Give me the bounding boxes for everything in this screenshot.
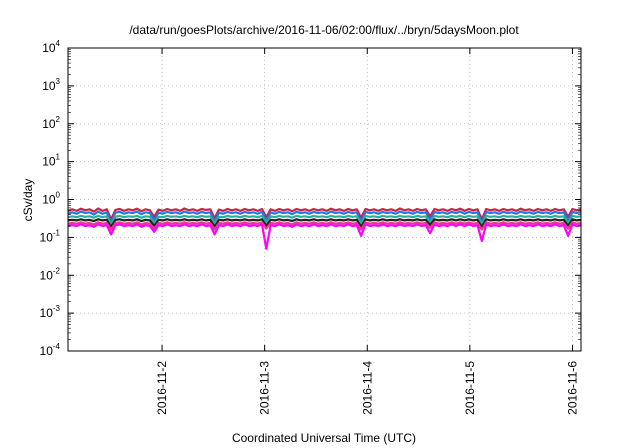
x-tick-label: 2016-11-2 <box>155 361 169 415</box>
x-axis-label: Coordinated Universal Time (UTC) <box>232 431 416 445</box>
y-tick-exponent: -4 <box>53 342 61 351</box>
y-tick-base: 10 <box>42 41 56 55</box>
grid <box>68 48 581 351</box>
y-tick-exponent: -3 <box>53 304 61 313</box>
y-tick-base: 10 <box>40 230 54 244</box>
y-tick-label: 103 <box>42 77 60 93</box>
y-tick-label: 104 <box>42 39 60 55</box>
y-tick-base: 10 <box>40 306 54 320</box>
y-tick-exponent: 4 <box>56 39 61 48</box>
y-tick-exponent: 2 <box>56 115 61 124</box>
y-tick-label: 100 <box>42 191 60 207</box>
y-tick-exponent: -2 <box>53 266 61 275</box>
y-tick-base: 10 <box>40 344 54 358</box>
y-tick-label: 10-1 <box>40 228 61 244</box>
y-tick-label: 10-3 <box>40 304 61 320</box>
x-tick-label: 2016-11-4 <box>360 361 374 415</box>
y-tick-label: 10-2 <box>40 266 61 282</box>
ticks: 10410310210110010-110-210-310-42016-11-2… <box>40 39 581 415</box>
y-tick-base: 10 <box>42 117 56 131</box>
y-tick-label: 101 <box>42 153 60 169</box>
y-tick-exponent: 0 <box>56 191 61 200</box>
y-tick-base: 10 <box>42 155 56 169</box>
x-tick-label: 2016-11-6 <box>565 361 579 415</box>
series-line <box>67 210 582 225</box>
series-line <box>67 207 582 221</box>
y-tick-base: 10 <box>42 79 56 93</box>
x-tick-label: 2016-11-5 <box>463 361 477 415</box>
y-axis-label: cSv/day <box>21 179 35 222</box>
y-tick-exponent: -1 <box>53 228 61 237</box>
y-tick-exponent: 1 <box>56 153 61 162</box>
series-line <box>67 214 582 226</box>
y-tick-base: 10 <box>40 268 54 282</box>
y-tick-base: 10 <box>42 193 56 207</box>
y-tick-label: 10-4 <box>40 342 61 358</box>
series-line <box>67 223 582 250</box>
y-tick-label: 102 <box>42 115 60 131</box>
series-layer <box>67 207 582 250</box>
y-tick-exponent: 3 <box>56 77 61 86</box>
series-line <box>67 221 582 231</box>
series-line <box>67 218 582 228</box>
x-tick-label: 2016-11-3 <box>258 361 272 415</box>
chart-title: /data/run/goesPlots/archive/2016-11-06/0… <box>129 23 519 37</box>
